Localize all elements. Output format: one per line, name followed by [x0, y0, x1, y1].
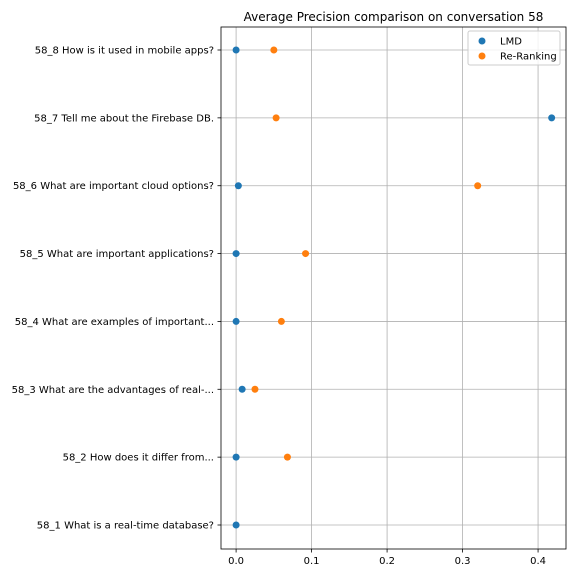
data-point [283, 453, 291, 461]
data-point [302, 250, 310, 258]
legend-box [467, 30, 561, 66]
x-tick-label: 0.2 [379, 556, 395, 567]
data-point [234, 182, 242, 190]
data-point [277, 317, 285, 325]
data-point [232, 317, 240, 325]
y-tick-label: 58_1 What is a real-time database? [37, 521, 214, 532]
legend-label-re-ranking: Re-Ranking [500, 52, 557, 63]
data-point [272, 114, 280, 122]
data-point [548, 114, 556, 122]
y-tick-label: 58_6 What are important cloud options? [13, 181, 214, 192]
chart-title: Average Precision comparison on conversa… [244, 10, 544, 24]
data-point [232, 250, 240, 258]
legend-label-lmd: LMD [500, 37, 522, 48]
x-tick-label: 0.3 [455, 556, 471, 567]
x-tick-label: 0.1 [304, 556, 320, 567]
legend: LMD Re-Ranking [467, 30, 561, 66]
data-point [232, 521, 240, 529]
y-tick-label: 58_5 What are important applications? [20, 249, 214, 260]
grid [221, 27, 566, 549]
y-tick-label: 58_7 Tell me about the Firebase DB. [34, 113, 214, 124]
y-tick-label: 58_3 What are the advantages of real-... [12, 385, 214, 396]
x-tick-label: 0.0 [228, 556, 244, 567]
data-points [232, 46, 556, 529]
y-tick-label: 58_8 How is it used in mobile apps? [35, 46, 214, 57]
data-point [232, 46, 240, 54]
data-point [270, 46, 278, 54]
data-point [238, 385, 246, 393]
axes: 0.0 0.1 0.2 0.3 0.4 58_1 What is a real-time … [12, 26, 567, 567]
plot-frame [220, 26, 567, 550]
y-tick-label: 58_4 What are examples of important... [15, 317, 214, 328]
y-tick-label: 58_2 How does it differ from... [63, 453, 214, 464]
data-point [232, 453, 240, 461]
legend-marker-lmd [478, 37, 486, 45]
x-tick-label: 0.4 [530, 556, 546, 567]
data-point [251, 385, 259, 393]
legend-marker-re-ranking [478, 52, 486, 60]
data-point [474, 182, 482, 190]
